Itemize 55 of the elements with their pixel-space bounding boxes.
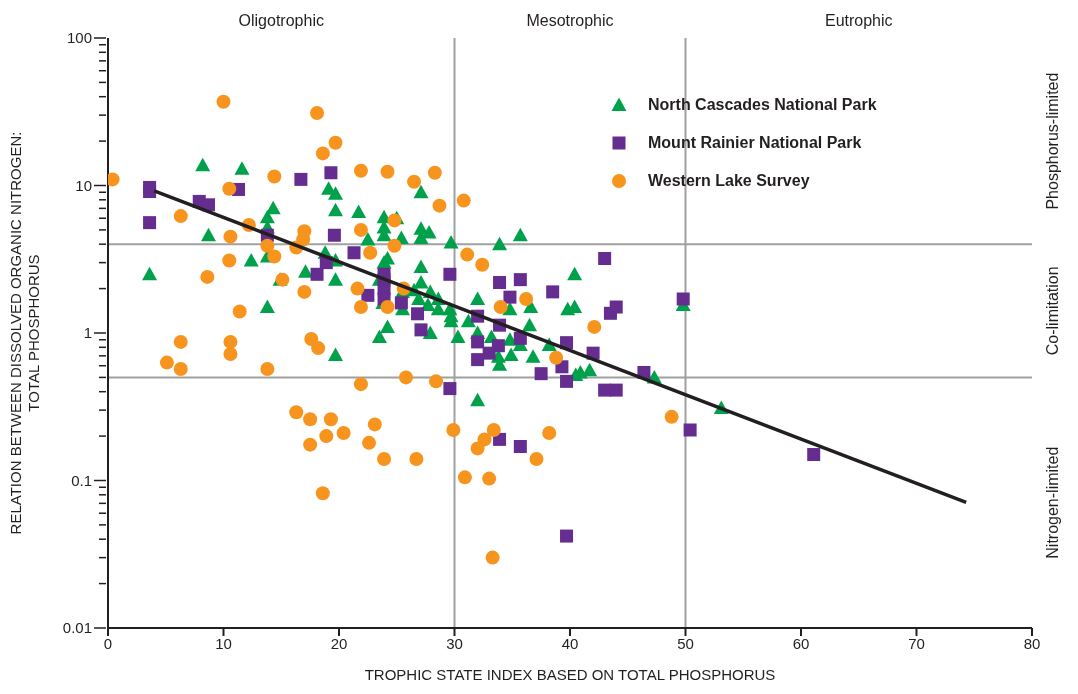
- text: Oligotrophic: [238, 12, 324, 29]
- point: [443, 267, 457, 281]
- y-tick-label: 10: [75, 176, 92, 194]
- point: [683, 423, 697, 437]
- point: [546, 285, 560, 299]
- point: [143, 216, 157, 230]
- point: [394, 296, 408, 310]
- x-tick-label: 50: [677, 634, 694, 652]
- point: [598, 251, 612, 265]
- point: [414, 323, 428, 337]
- point: [513, 273, 527, 287]
- y-tick-label: 0.1: [71, 471, 92, 489]
- point: [327, 228, 341, 242]
- text: Eutrophic: [824, 12, 893, 29]
- x-tick-label: 40: [561, 634, 579, 652]
- x-tick-label: 70: [908, 634, 925, 652]
- point: [471, 353, 485, 367]
- point: [534, 367, 548, 381]
- point: [347, 246, 361, 260]
- point: [491, 339, 505, 353]
- x-tick-label: 20: [330, 634, 348, 652]
- point: [493, 275, 507, 289]
- x-tick-label: 80: [1023, 634, 1041, 652]
- text: Nitrogen-limited: [1044, 446, 1061, 559]
- point: [807, 448, 821, 462]
- legend-label: Mount Rainier National Park: [648, 134, 862, 152]
- point: [513, 440, 527, 454]
- point: [598, 383, 612, 397]
- point: [471, 335, 485, 349]
- point: [324, 166, 338, 180]
- point: [676, 292, 690, 306]
- y-axis-title: RELATION BETWEEN DISSOLVED ORGANIC NITROGEN: TOTAL PHOSPHORUS: [7, 131, 42, 535]
- text: Co-limitation: [1044, 266, 1061, 356]
- point: [609, 383, 623, 397]
- x-tick-label: 60: [792, 634, 810, 652]
- point: [503, 290, 517, 304]
- point: [294, 172, 308, 186]
- y-tick-label: 1: [83, 324, 92, 341]
- text: Mesotrophic: [526, 12, 614, 29]
- legend-label: Western Lake Survey: [648, 172, 810, 190]
- text: Phosphorus-limited: [1044, 72, 1061, 210]
- point: [310, 267, 324, 281]
- x-axis-title: TROPHIC STATE INDEX BASED ON TOTAL PHOSPHORUS: [364, 666, 776, 683]
- point: [560, 529, 574, 543]
- point: [603, 306, 617, 320]
- legend-label: North Cascades National Park: [648, 96, 877, 114]
- x-tick-label: 0: [103, 634, 113, 652]
- y-tick-label: 0.01: [62, 619, 92, 636]
- x-tick-label: 10: [215, 634, 232, 652]
- point: [560, 374, 574, 388]
- x-tick-label: 30: [446, 634, 463, 652]
- y-tick-label: 100: [66, 29, 92, 46]
- point: [143, 185, 157, 199]
- point: [443, 382, 457, 396]
- point: [411, 307, 425, 321]
